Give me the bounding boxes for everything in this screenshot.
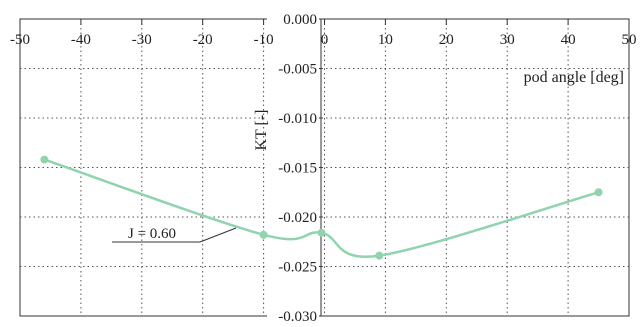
y-ticks: 0.000 -0.005 -0.010 -0.015 -0.020 -0.025 -0.03… (267, 11, 321, 325)
y-tick-label: -0.015 (278, 161, 317, 177)
data-point (375, 251, 384, 260)
x-tick-label: -50 (10, 32, 30, 48)
annotation-leader-line (199, 227, 237, 243)
grid (20, 19, 629, 316)
y-tick-label: -0.010 (278, 111, 317, 127)
y-tick-label-bg (267, 258, 319, 275)
y-tick-label-bg (267, 308, 319, 324)
y-axis-label: KT [-] (253, 109, 270, 150)
y-tick-label-bg (267, 159, 319, 176)
x-tick-label: 30 (500, 32, 515, 48)
data-point (594, 188, 603, 197)
x-tick-label: -30 (132, 32, 152, 48)
y-tick-label-bg (267, 60, 319, 77)
y-tick-label-bg (267, 209, 319, 225)
data-point (40, 155, 49, 164)
y-tick-label-bg (267, 110, 319, 126)
y-tick-label: -0.005 (278, 62, 317, 78)
x-tick-label: 50 (622, 32, 637, 48)
x-tick-label: 40 (561, 32, 576, 48)
x-axis-label: pod angle [deg] (524, 69, 624, 86)
x-tick-label: 0 (321, 32, 329, 48)
y-tick-label: -0.030 (278, 309, 317, 325)
series-group (40, 155, 603, 260)
x-tick-label: -20 (193, 32, 213, 48)
y-tick-label: -0.025 (278, 260, 317, 276)
x-tick-label: 10 (378, 32, 393, 48)
x-tick-label: 20 (439, 32, 454, 48)
x-ticks: -50 -40 -30 -20 -10 0 10 20 30 40 50 (10, 19, 637, 48)
y-tick-label: -0.020 (278, 210, 317, 226)
data-point (259, 230, 268, 239)
y-tick-label-bg (267, 11, 319, 27)
series-annotation: J = 0.60 (128, 226, 176, 242)
x-tick-label: -40 (71, 32, 91, 48)
data-point (317, 228, 326, 237)
y-tick-label: 0.000 (283, 12, 317, 28)
x-tick-label: -10 (254, 32, 274, 48)
